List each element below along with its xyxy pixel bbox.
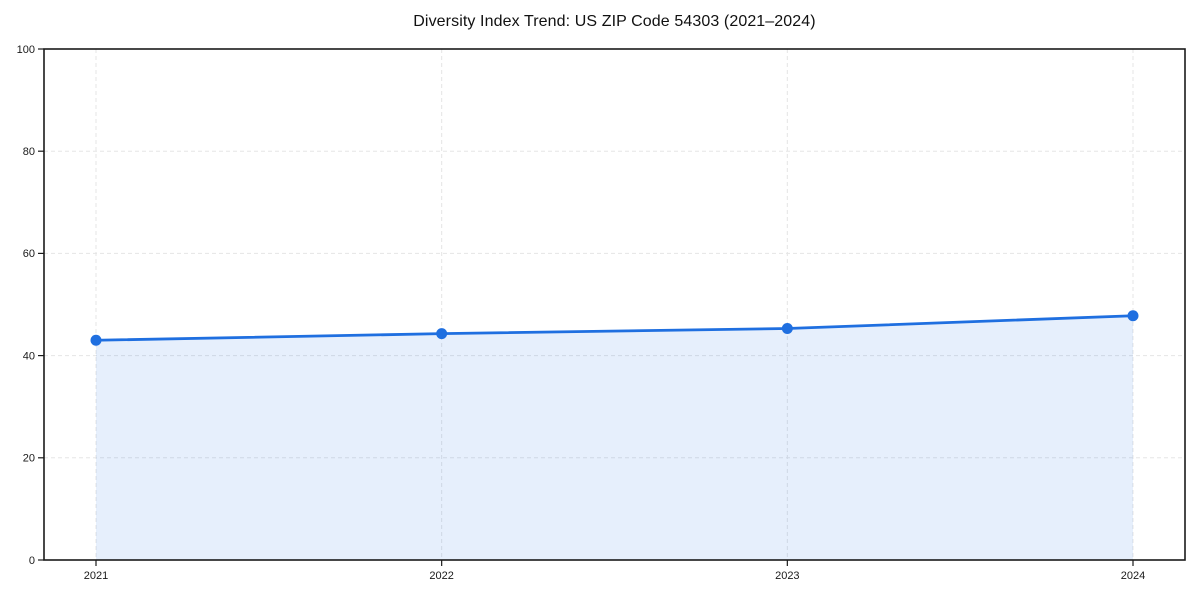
y-tick-label: 60 xyxy=(23,248,35,260)
y-tick-label: 80 xyxy=(23,146,35,158)
x-tick-label: 2021 xyxy=(84,570,108,582)
data-point-marker xyxy=(1127,310,1139,322)
y-tick-label: 100 xyxy=(17,44,35,56)
data-point-marker xyxy=(781,323,793,335)
x-tick-label: 2023 xyxy=(775,570,799,582)
data-point-marker xyxy=(90,334,102,346)
area-fill xyxy=(96,315,1133,560)
axis-spine-box xyxy=(43,48,1186,561)
data-point-marker xyxy=(436,328,448,340)
y-tick-label: 40 xyxy=(23,350,35,362)
x-tick-label: 2022 xyxy=(429,570,453,582)
x-tick-label: 2024 xyxy=(1121,570,1145,582)
chart-title: Diversity Index Trend: US ZIP Code 54303… xyxy=(413,13,816,30)
trend-line xyxy=(94,314,1135,342)
y-tick-label: 20 xyxy=(23,453,35,465)
y-tick-label: 0 xyxy=(29,555,35,567)
